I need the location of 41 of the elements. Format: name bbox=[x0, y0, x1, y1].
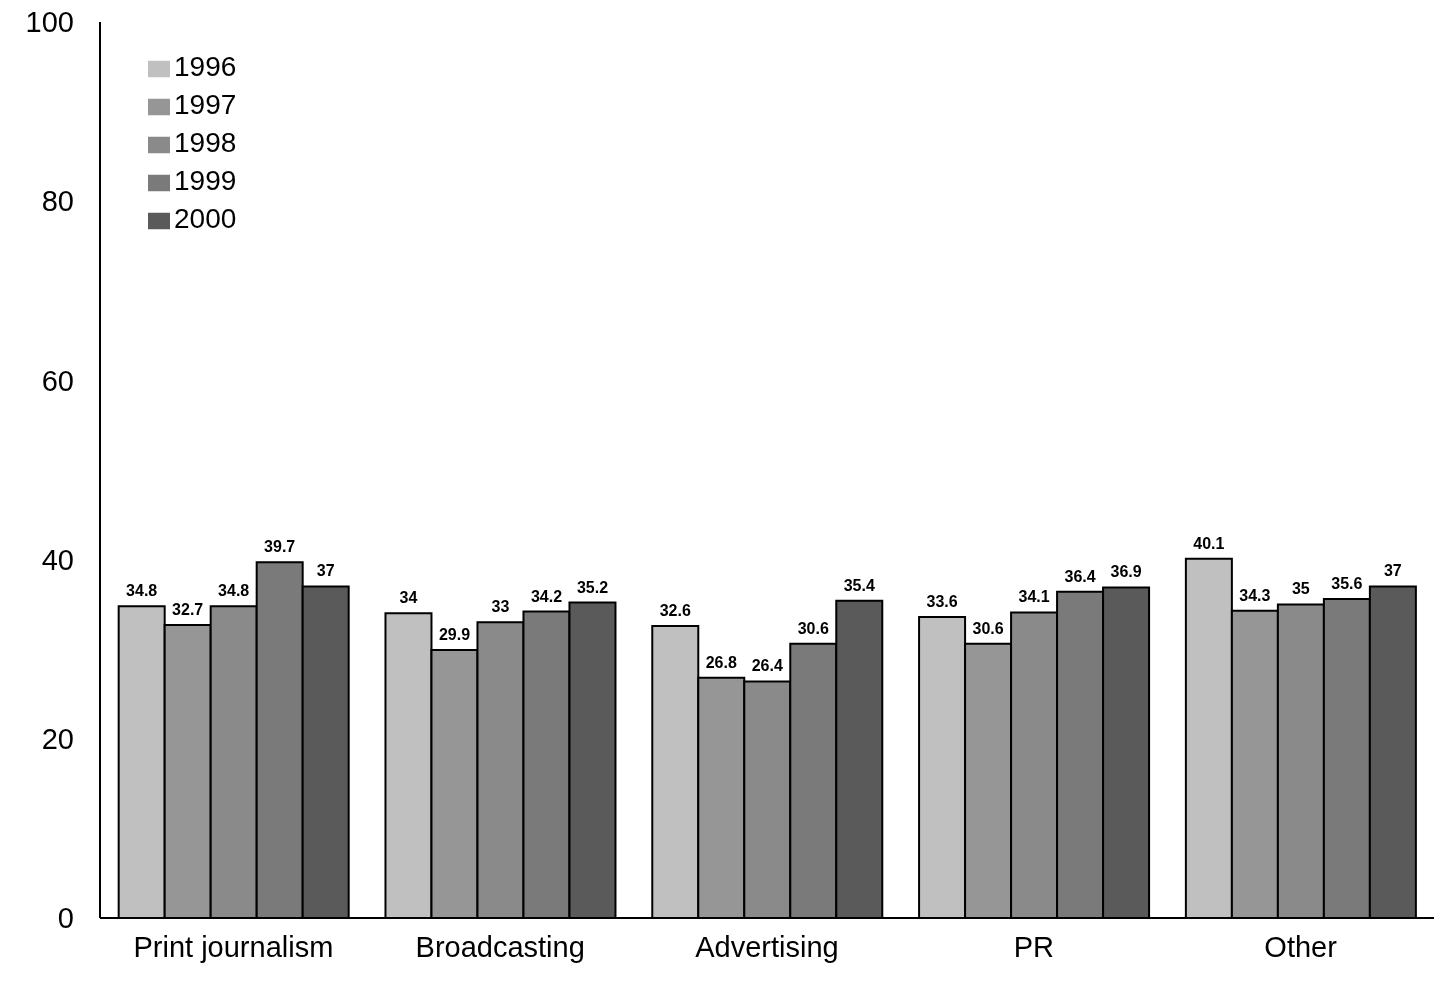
x-tick-label: Print journalism bbox=[133, 930, 334, 963]
legend-label: 2000 bbox=[174, 203, 237, 234]
y-tick-label: 100 bbox=[25, 6, 74, 39]
y-tick-label: 20 bbox=[41, 723, 74, 756]
data-label: 30.6 bbox=[972, 619, 1004, 637]
data-label: 35.6 bbox=[1331, 575, 1363, 593]
data-label: 37 bbox=[1383, 562, 1402, 580]
data-label: 26.4 bbox=[751, 657, 783, 675]
data-label: 40.1 bbox=[1193, 534, 1225, 552]
data-label: 34.8 bbox=[218, 582, 250, 600]
data-label: 29.9 bbox=[438, 626, 471, 644]
legend-label: 1999 bbox=[174, 165, 237, 196]
x-tick-label: Other bbox=[1264, 930, 1338, 963]
data-label: 34 bbox=[399, 589, 418, 607]
data-label: 30.6 bbox=[797, 619, 829, 637]
data-label: 32.7 bbox=[172, 601, 204, 619]
legend-label: 1997 bbox=[174, 89, 237, 120]
data-label: 34.3 bbox=[1239, 586, 1271, 604]
legend-label: 1998 bbox=[174, 127, 237, 158]
data-label: 34.2 bbox=[530, 587, 563, 605]
data-label: 37 bbox=[316, 562, 335, 580]
data-label: 33 bbox=[491, 598, 510, 616]
data-label: 33.6 bbox=[926, 592, 958, 610]
y-tick-label: 80 bbox=[41, 185, 74, 218]
y-tick-label: 60 bbox=[41, 364, 74, 397]
data-label: 35 bbox=[1291, 580, 1310, 598]
data-label: 32.6 bbox=[659, 601, 691, 619]
legend-label: 1996 bbox=[174, 51, 237, 82]
x-tick-label: Broadcasting bbox=[415, 930, 585, 963]
data-label: 36.9 bbox=[1110, 563, 1142, 581]
y-tick-label: 40 bbox=[41, 543, 74, 576]
y-tick-label: 0 bbox=[57, 902, 74, 935]
data-label: 34.8 bbox=[126, 582, 158, 600]
x-tick-label: Advertising bbox=[695, 930, 839, 963]
x-tick-label: PR bbox=[1013, 930, 1054, 963]
data-label: 36.4 bbox=[1064, 567, 1096, 585]
data-label: 35.4 bbox=[843, 576, 875, 594]
data-label: 35.2 bbox=[576, 578, 609, 596]
data-label: 26.8 bbox=[705, 653, 737, 671]
data-label: 34.1 bbox=[1018, 588, 1050, 606]
data-label: 39.7 bbox=[264, 538, 296, 556]
